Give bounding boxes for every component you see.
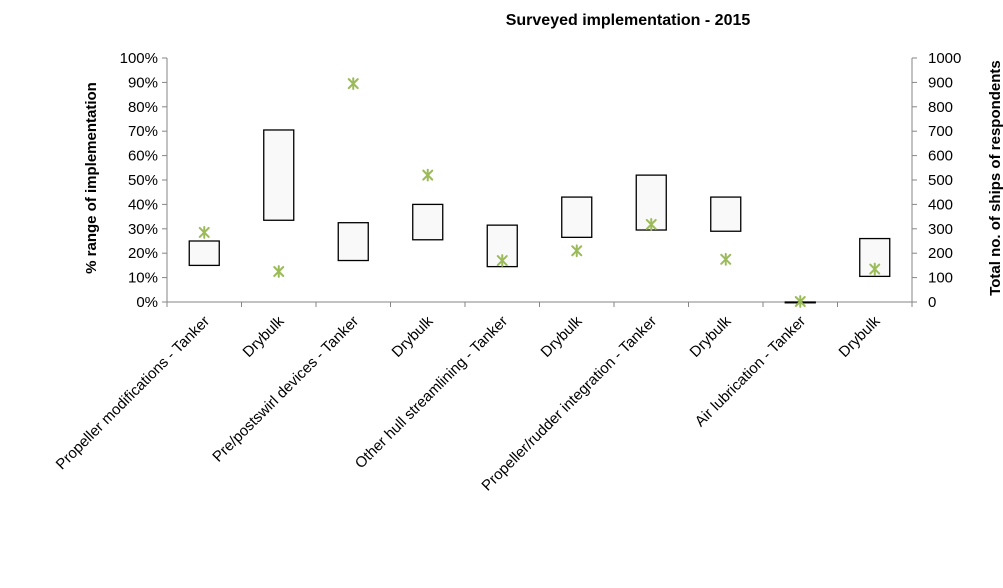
right-tick-label: 800: [928, 99, 953, 116]
ship-count-marker: [347, 77, 359, 91]
right-tick-label: 1000: [928, 50, 961, 67]
right-tick-label: 600: [928, 148, 953, 165]
right-axis-label: Total no. of ships of respondents: [987, 60, 1003, 296]
right-tick-label: 700: [928, 123, 953, 140]
range-box: [337, 222, 369, 262]
left-tick-label: 20%: [128, 245, 158, 262]
left-tick-label: 0%: [136, 294, 158, 311]
ship-count-marker: [720, 252, 732, 266]
category-label: Pre/postswirl devices - Tanker: [209, 313, 362, 466]
range-boxes: [188, 129, 891, 304]
right-tick-label: 300: [928, 221, 953, 238]
category-label: Other hull streamlining - Tanker: [352, 313, 511, 472]
range-box: [710, 196, 742, 232]
chart-title: Surveyed implementation - 2015: [506, 12, 751, 29]
category-label: Propeller modifications - Tanker: [53, 313, 213, 473]
left-tick-label: 70%: [128, 123, 158, 140]
left-tick-label: 30%: [128, 221, 158, 238]
left-tick-label: 60%: [128, 148, 158, 165]
left-tick-label: 40%: [128, 196, 158, 213]
category-labels: Propeller modifications - Tanker DrybulkP…: [53, 312, 884, 494]
category-label: Drybulk: [836, 312, 884, 360]
category-label: Drybulk: [538, 312, 586, 360]
category-label: Drybulk: [687, 312, 735, 360]
right-tick-label: 900: [928, 74, 953, 91]
ship-count-marker: [496, 254, 508, 267]
left-tick-label: 10%: [128, 270, 158, 287]
range-box: [561, 196, 593, 238]
ship-count-marker: [571, 244, 583, 258]
ship-count-marker: [794, 295, 806, 308]
range-box: [412, 203, 444, 241]
right-tick-label: 100: [928, 270, 953, 287]
left-y-axis: 0% 10% 20% 30% 40% 50% 60% 70% 80% 90% 100%: [120, 50, 168, 311]
ship-count-marker: [869, 262, 881, 276]
right-y-axis: 0 100 200 300 400 500 600 700 800 900 1000: [911, 50, 961, 311]
right-tick-label: 0: [928, 294, 936, 311]
ship-count-marker: [645, 218, 657, 231]
right-tick-label: 200: [928, 245, 953, 262]
ship-count-markers: [198, 77, 881, 308]
left-axis-label: % range of implementation: [83, 82, 100, 274]
range-box: [188, 240, 220, 267]
left-tick-label: 90%: [128, 74, 158, 91]
ship-count-marker: [422, 168, 434, 182]
left-tick-label: 80%: [128, 99, 158, 116]
ship-count-marker: [198, 226, 210, 239]
range-box: [263, 129, 295, 221]
right-tick-label: 400: [928, 196, 953, 213]
left-tick-label: 100%: [120, 50, 158, 67]
ship-count-marker: [273, 265, 285, 278]
category-label: Drybulk: [240, 312, 288, 360]
category-label: Drybulk: [389, 312, 437, 360]
right-tick-label: 500: [928, 172, 953, 189]
left-tick-label: 50%: [128, 172, 158, 189]
